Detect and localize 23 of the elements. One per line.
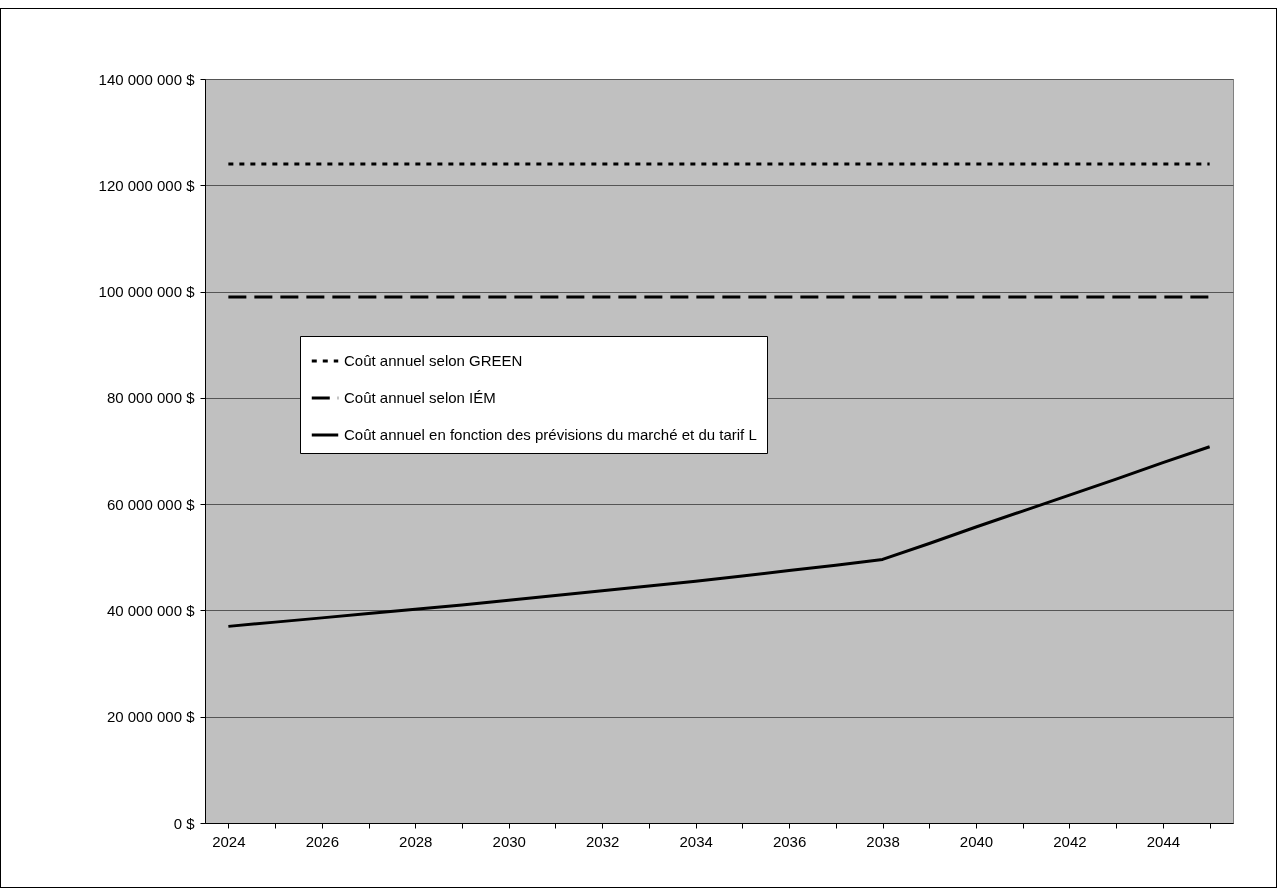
y-tick-label: 0 $ bbox=[173, 814, 196, 832]
x-tick-label: 2028 bbox=[399, 832, 433, 850]
x-tick-label: 2044 bbox=[1146, 832, 1181, 850]
line-series bbox=[226, 445, 1212, 628]
x-tick-label: 2040 bbox=[959, 832, 994, 850]
x-tick-label: 2032 bbox=[585, 832, 620, 850]
y-tick-label: 20 000 000 $ bbox=[106, 708, 196, 726]
x-tick-label: 2038 bbox=[866, 832, 900, 850]
y-tick-label: 60 000 000 $ bbox=[106, 495, 196, 513]
x-tick-label: 2034 bbox=[679, 832, 713, 850]
x-tick-label: 2026 bbox=[305, 832, 340, 850]
x-tick-label: 2024 bbox=[212, 832, 246, 850]
y-tick-label: 100 000 000 $ bbox=[98, 283, 196, 301]
legend-label: Coût annuel selon IÉM bbox=[344, 389, 496, 406]
x-tick-label: 2042 bbox=[1053, 832, 1087, 850]
legend-label: Coût annuel en fonction des prévisions du marché et du tarif L bbox=[344, 426, 757, 443]
x-tick-label: 2036 bbox=[772, 832, 807, 850]
x-tick-label: 2030 bbox=[492, 832, 526, 850]
legend-label: Coût annuel selon GREEN bbox=[344, 352, 523, 369]
y-tick-label: 140 000 000 $ bbox=[98, 70, 196, 88]
y-tick-label: 80 000 000 $ bbox=[106, 389, 196, 407]
y-tick-label: 40 000 000 $ bbox=[106, 601, 196, 619]
y-tick-label: 120 000 000 $ bbox=[98, 176, 196, 194]
